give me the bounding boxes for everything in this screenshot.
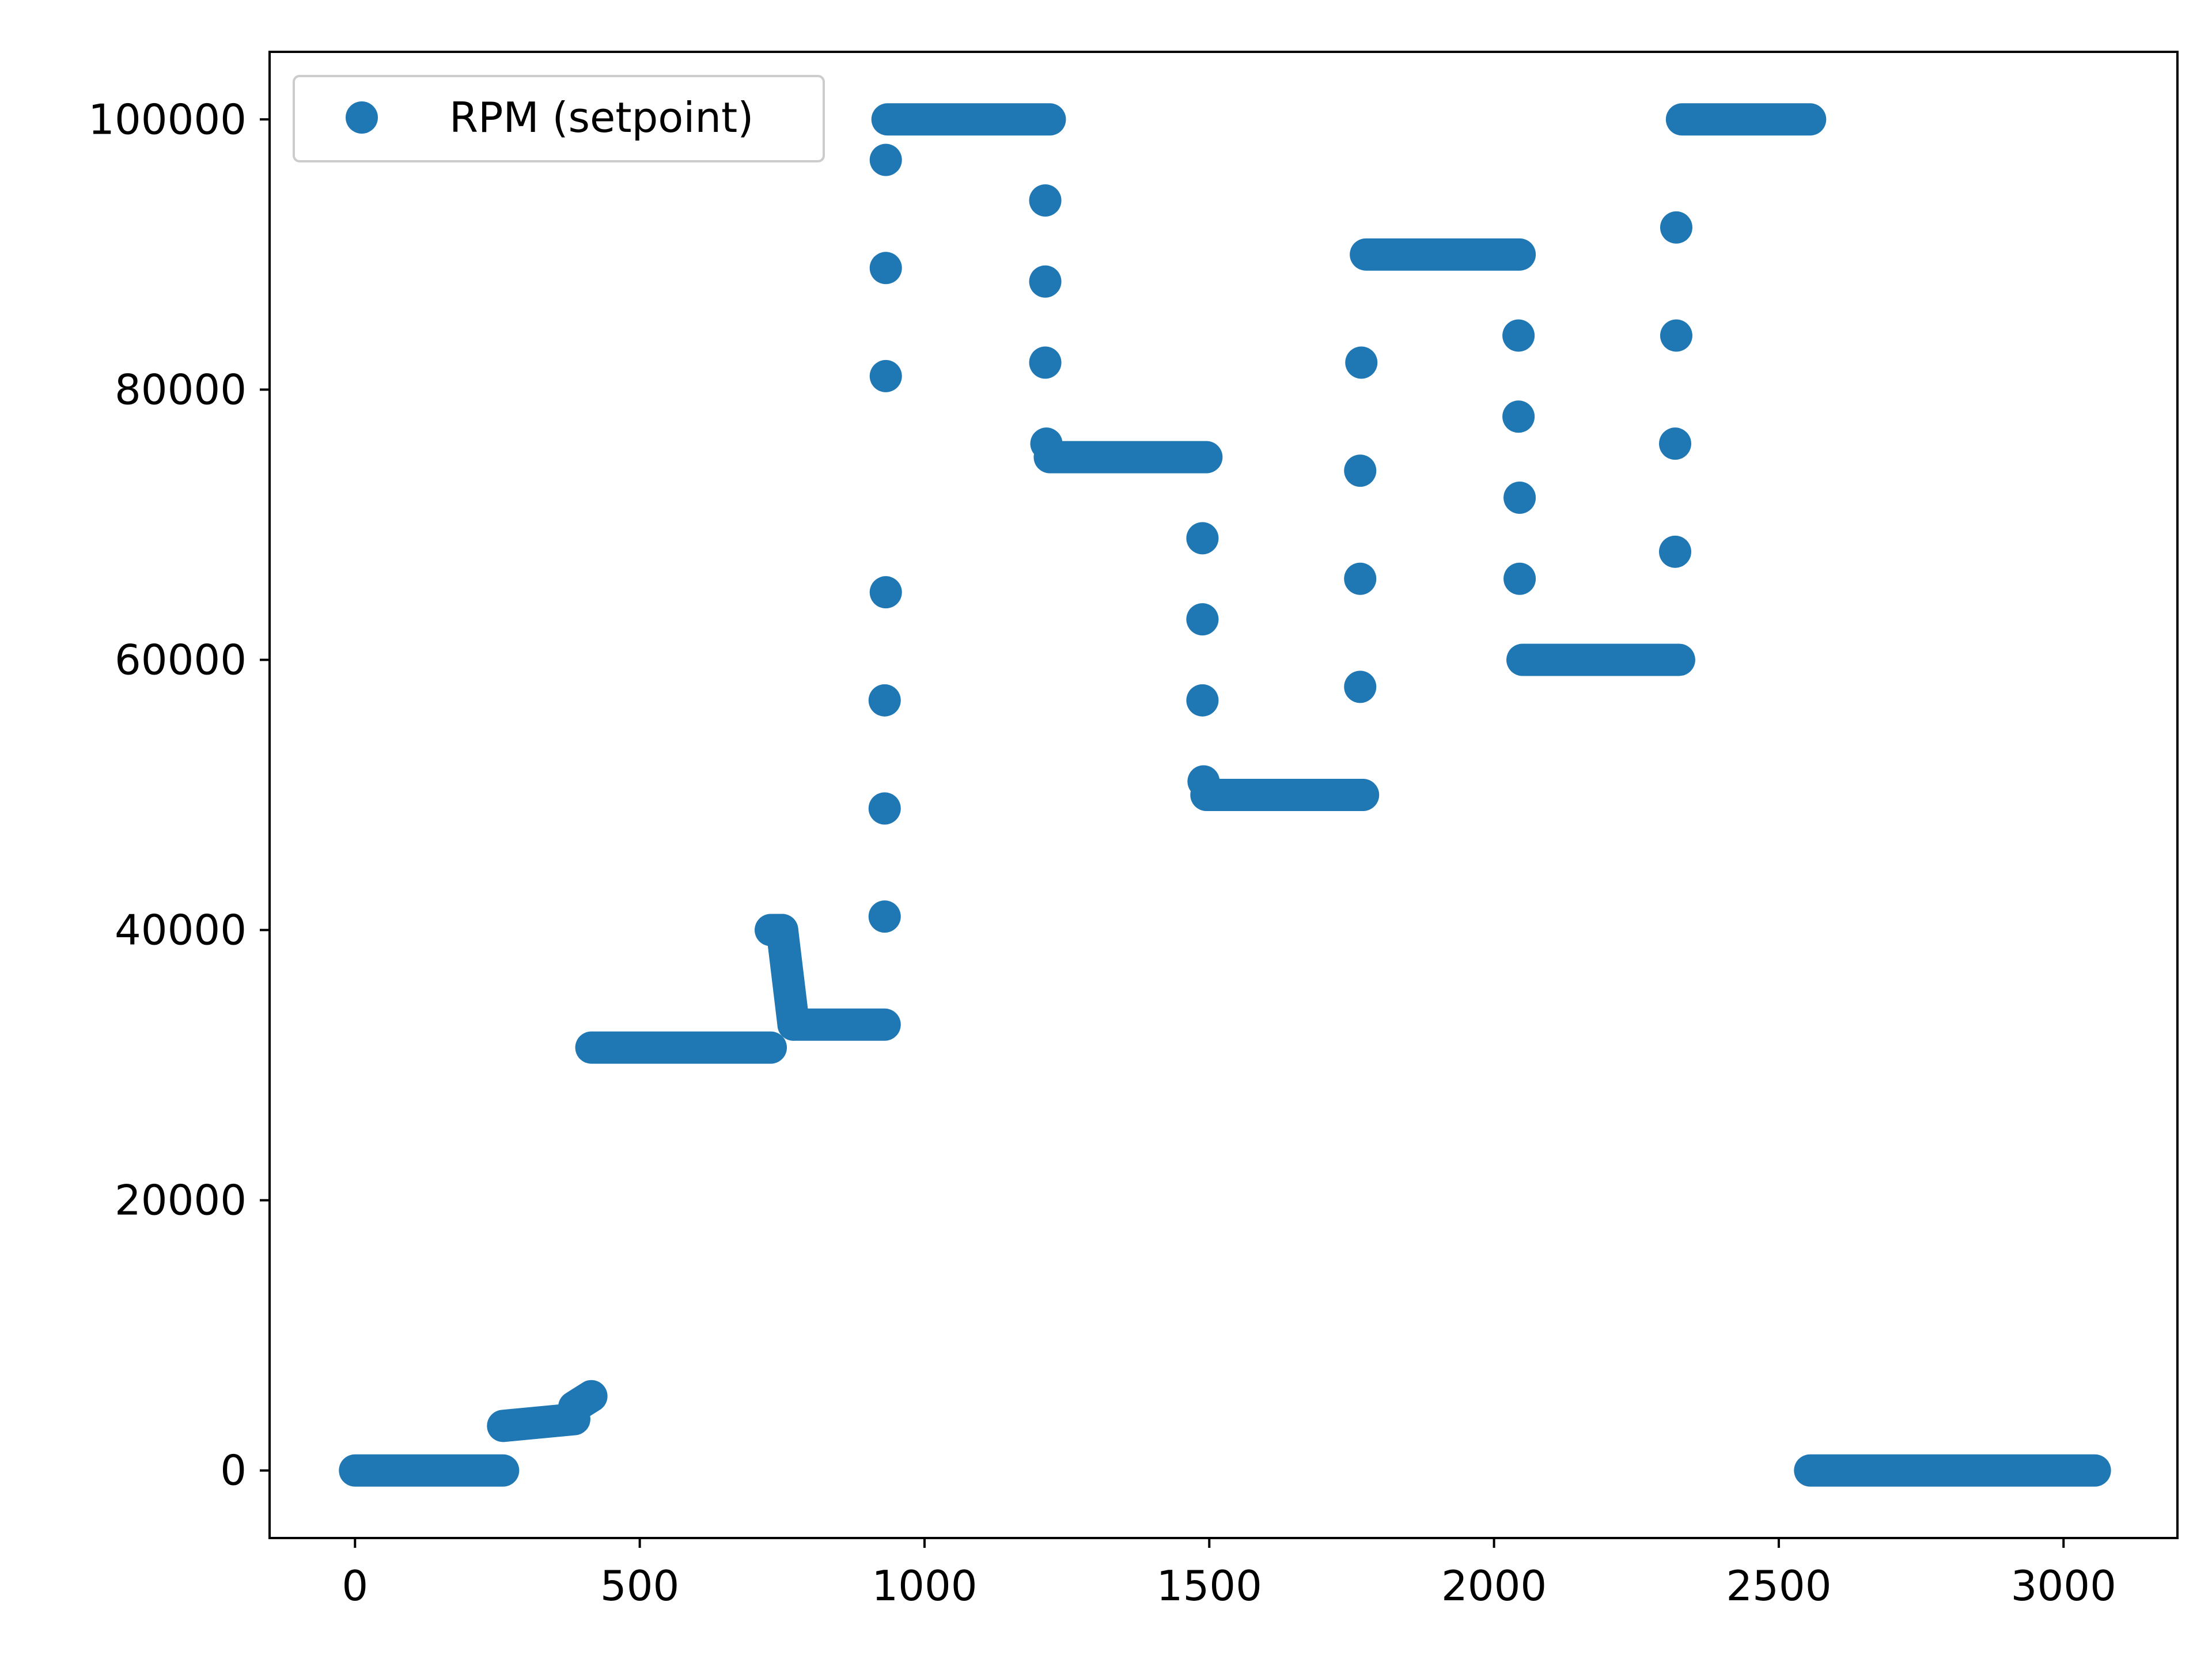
data-point-5 (869, 252, 902, 285)
data-marks (339, 103, 2111, 1487)
data-point-20 (1502, 400, 1535, 433)
data-point-14 (1187, 765, 1220, 798)
y-tick-label: 0 (220, 1446, 247, 1495)
legend-marker (346, 101, 378, 134)
x-tick-label: 1000 (872, 1562, 977, 1610)
data-point-17 (1344, 454, 1377, 487)
plot-frame (268, 51, 2179, 1539)
data-point-16 (1344, 562, 1377, 595)
series-run-1 (487, 1403, 590, 1442)
legend: RPM (setpoint) (293, 75, 825, 162)
x-tick-label: 500 (600, 1562, 679, 1610)
data-point-15 (1344, 671, 1377, 703)
data-point-11 (1186, 522, 1219, 555)
data-point-23 (1659, 535, 1692, 568)
y-tick-label: 20000 (115, 1176, 247, 1225)
x-tick-label: 2000 (1441, 1562, 1547, 1610)
y-axis: 0 20000 40000 60000 80000 100000 (88, 95, 270, 1495)
legend-box (293, 75, 825, 162)
legend-label: RPM (setpoint) (449, 93, 753, 142)
x-axis: 0 500 1000 1500 2000 2500 3000 (342, 1538, 2116, 1610)
data-point-24 (1659, 427, 1692, 460)
y-tick-label: 60000 (115, 635, 247, 684)
data-point-12 (1186, 603, 1219, 636)
y-tick-label: 100000 (88, 95, 247, 143)
y-tick-label: 40000 (115, 906, 247, 955)
data-point-18 (1345, 346, 1378, 379)
x-tick-label: 1500 (1157, 1562, 1262, 1610)
data-point-7 (1029, 184, 1062, 217)
data-point-1 (868, 792, 901, 825)
data-point-2 (868, 684, 901, 717)
series-run-2 (558, 1380, 608, 1423)
data-point-22 (1503, 562, 1536, 595)
data-point-21 (1503, 482, 1536, 514)
data-point-10 (1030, 427, 1063, 460)
x-tick-label: 3000 (2011, 1562, 2116, 1610)
data-point-25 (1660, 319, 1692, 352)
x-tick-label: 2500 (1726, 1562, 1831, 1610)
x-tick-label: 0 (342, 1562, 368, 1610)
data-point-4 (869, 359, 902, 392)
data-point-26 (1660, 211, 1692, 244)
y-tick-label: 80000 (115, 365, 247, 414)
data-point-13 (1186, 684, 1219, 717)
data-point-3 (869, 576, 902, 609)
data-point-19 (1502, 319, 1535, 352)
data-point-6 (869, 143, 902, 176)
data-point-0 (868, 900, 901, 933)
data-point-8 (1029, 265, 1062, 298)
data-point-9 (1029, 346, 1062, 379)
